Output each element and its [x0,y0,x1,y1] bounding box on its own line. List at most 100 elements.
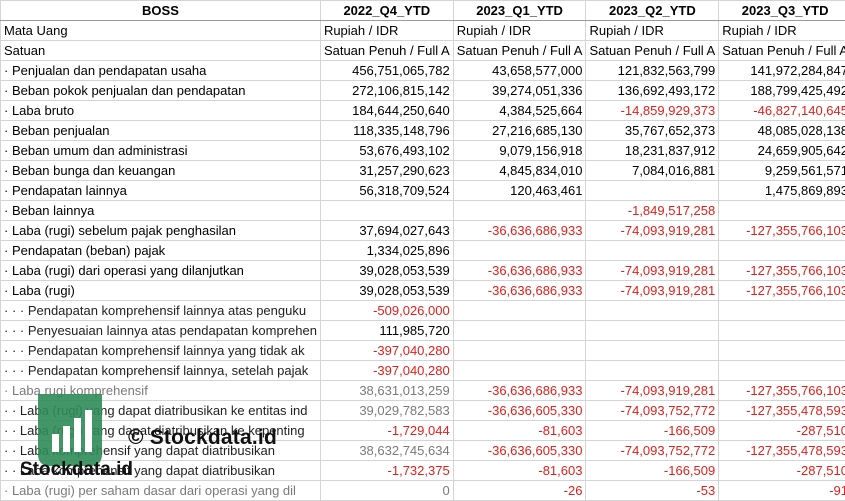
cell-value[interactable]: 35,767,652,373 [585,120,720,141]
row-label[interactable]: · Laba bruto [0,100,321,121]
cell-value[interactable]: -127,355,766,103 [718,220,845,241]
cell-value[interactable]: -127,355,478,593 [718,400,845,421]
cell-value[interactable]: -46,827,140,645 [718,100,845,121]
cell-value[interactable]: 53,676,493,102 [319,140,454,161]
cell-value[interactable]: 39,028,053,539 [319,260,454,281]
row-label[interactable]: · Laba (rugi) sebelum pajak penghasilan [0,220,321,241]
period-header[interactable]: 2022_Q4_YTD [319,0,454,21]
row-label[interactable]: · Laba (rugi) per saham dasar dari opera… [0,480,321,501]
row-label[interactable]: · Beban penjualan [0,120,321,141]
row-label[interactable]: Mata Uang [0,20,321,41]
row-label[interactable]: · Laba (rugi) [0,280,321,301]
row-label[interactable]: · Pendapatan (beban) pajak [0,240,321,261]
cell-value[interactable]: 7,084,016,881 [585,160,720,181]
cell-value[interactable]: -127,355,766,103 [718,260,845,281]
cell-value[interactable]: -74,093,752,772 [585,440,720,461]
cell-value[interactable] [718,320,845,341]
cell-value[interactable] [452,360,587,381]
cell-value[interactable]: 39,028,053,539 [319,280,454,301]
cell-value[interactable]: 18,231,837,912 [585,140,720,161]
cell-value[interactable]: -81,603 [452,420,587,441]
cell-value[interactable]: -74,093,919,281 [585,260,720,281]
cell-value[interactable]: -74,093,919,281 [585,380,720,401]
cell-value[interactable]: -14,859,929,373 [585,100,720,121]
cell-value[interactable] [452,320,587,341]
cell-value[interactable]: -166,509 [585,420,720,441]
cell-value[interactable]: -287,510 [718,460,845,481]
period-header[interactable]: 2023_Q2_YTD [585,0,720,21]
cell-value[interactable]: Satuan Penuh / Full A [585,40,720,61]
cell-value[interactable] [718,240,845,261]
cell-value[interactable]: 43,658,577,000 [452,60,587,81]
row-label[interactable]: · Pendapatan lainnya [0,180,321,201]
row-label[interactable]: · Beban pokok penjualan dan pendapatan [0,80,321,101]
cell-value[interactable]: 48,085,028,138 [718,120,845,141]
cell-value[interactable]: 184,644,250,640 [319,100,454,121]
cell-value[interactable]: 9,079,156,918 [452,140,587,161]
cell-value[interactable]: 1,475,869,893 [718,180,845,201]
cell-value[interactable]: 27,216,685,130 [452,120,587,141]
cell-value[interactable] [585,300,720,321]
cell-value[interactable]: -166,509 [585,460,720,481]
cell-value[interactable] [452,200,587,221]
cell-value[interactable]: -74,093,752,772 [585,400,720,421]
cell-value[interactable]: 188,799,425,492 [718,80,845,101]
cell-value[interactable]: Satuan Penuh / Full A [452,40,587,61]
cell-value[interactable] [585,340,720,361]
cell-value[interactable] [718,200,845,221]
period-header[interactable]: 2023_Q1_YTD [452,0,587,21]
cell-value[interactable]: -74,093,919,281 [585,280,720,301]
row-label[interactable]: · Beban lainnya [0,200,321,221]
cell-value[interactable]: -127,355,766,103 [718,280,845,301]
row-label[interactable]: · Laba (rugi) dari operasi yang dilanjut… [0,260,321,281]
row-label[interactable]: · · · Pendapatan komprehensif lainnya, s… [0,360,321,381]
cell-value[interactable]: 456,751,065,782 [319,60,454,81]
cell-value[interactable]: Rupiah / IDR [452,20,587,41]
cell-value[interactable]: -287,510 [718,420,845,441]
cell-value[interactable]: 4,845,834,010 [452,160,587,181]
cell-value[interactable]: -397,040,280 [319,360,454,381]
cell-value[interactable]: Rupiah / IDR [718,20,845,41]
cell-value[interactable] [585,180,720,201]
cell-value[interactable]: Satuan Penuh / Full A [718,40,845,61]
cell-value[interactable]: -81,603 [452,460,587,481]
cell-value[interactable]: 121,832,563,799 [585,60,720,81]
company-code-header[interactable]: BOSS [0,0,321,21]
cell-value[interactable]: -509,026,000 [319,300,454,321]
cell-value[interactable]: -127,355,766,103 [718,380,845,401]
cell-value[interactable]: 56,318,709,524 [319,180,454,201]
cell-value[interactable]: -36,636,686,933 [452,260,587,281]
cell-value[interactable]: -1,732,375 [319,460,454,481]
cell-value[interactable]: -74,093,919,281 [585,220,720,241]
cell-value[interactable] [452,300,587,321]
cell-value[interactable] [585,360,720,381]
cell-value[interactable]: 111,985,720 [319,320,454,341]
cell-value[interactable]: -36,636,605,330 [452,400,587,421]
row-label[interactable]: · · · Penyesuaian lainnya atas pendapata… [0,320,321,341]
cell-value[interactable]: 39,029,782,583 [319,400,454,421]
cell-value[interactable]: 118,335,148,796 [319,120,454,141]
row-label[interactable]: · Beban umum dan administrasi [0,140,321,161]
cell-value[interactable]: 9,259,561,571 [718,160,845,181]
cell-value[interactable] [319,200,454,221]
cell-value[interactable] [452,340,587,361]
cell-value[interactable]: Rupiah / IDR [585,20,720,41]
cell-value[interactable]: -36,636,686,933 [452,280,587,301]
cell-value[interactable]: 136,692,493,172 [585,80,720,101]
cell-value[interactable]: -1,729,044 [319,420,454,441]
cell-value[interactable] [718,360,845,381]
cell-value[interactable]: -36,636,686,933 [452,220,587,241]
cell-value[interactable]: 39,274,051,336 [452,80,587,101]
cell-value[interactable]: 120,463,461 [452,180,587,201]
cell-value[interactable]: 38,632,745,634 [319,440,454,461]
cell-value[interactable]: 24,659,905,642 [718,140,845,161]
row-label[interactable]: · Beban bunga dan keuangan [0,160,321,181]
cell-value[interactable]: -36,636,686,933 [452,380,587,401]
row-label[interactable]: · Penjualan dan pendapatan usaha [0,60,321,81]
cell-value[interactable]: 4,384,525,664 [452,100,587,121]
cell-value[interactable] [452,240,587,261]
cell-value[interactable]: 31,257,290,623 [319,160,454,181]
cell-value[interactable]: 141,972,284,847 [718,60,845,81]
row-label[interactable]: Satuan [0,40,321,61]
row-label[interactable]: · · · Pendapatan komprehensif lainnya ya… [0,340,321,361]
